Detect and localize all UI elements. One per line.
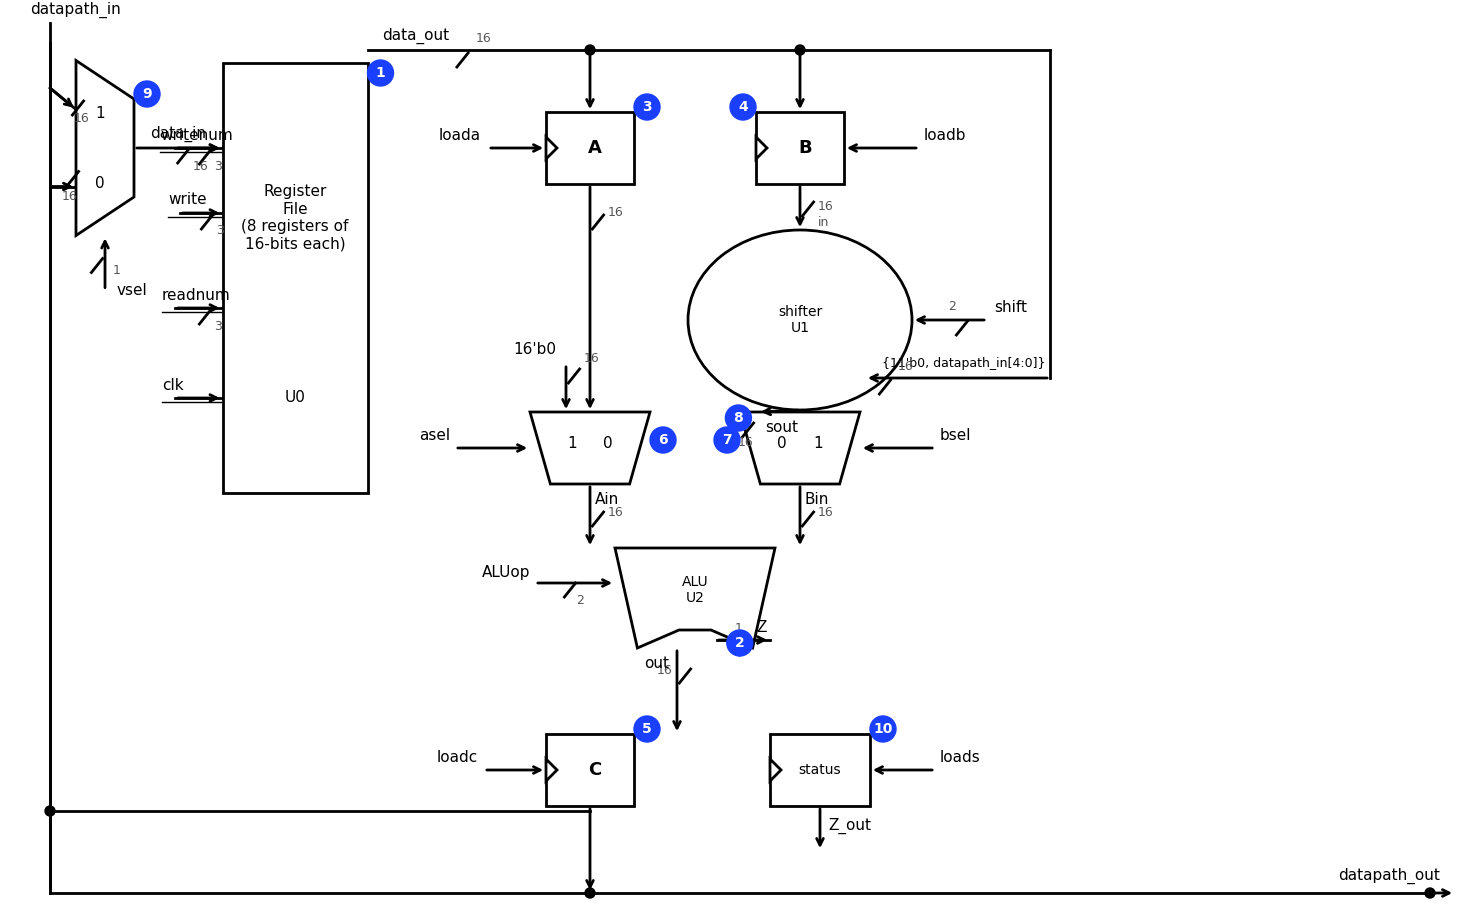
Text: loadb: loadb (924, 129, 967, 143)
Text: clk: clk (162, 377, 184, 393)
Text: 3: 3 (216, 225, 223, 238)
Circle shape (368, 60, 394, 86)
Polygon shape (615, 548, 775, 648)
Text: status: status (799, 763, 841, 777)
Text: bsel: bsel (940, 429, 971, 443)
Polygon shape (76, 61, 134, 236)
Text: writenum: writenum (161, 128, 232, 142)
Text: 9: 9 (142, 87, 152, 101)
Ellipse shape (688, 230, 912, 410)
Text: 1: 1 (734, 621, 743, 634)
Polygon shape (530, 412, 650, 484)
Text: 0: 0 (777, 435, 787, 451)
Circle shape (134, 81, 161, 107)
Text: data_out: data_out (383, 28, 450, 44)
Circle shape (585, 45, 596, 55)
Text: sout: sout (765, 420, 799, 435)
Circle shape (585, 888, 596, 898)
Text: C: C (588, 761, 602, 779)
Circle shape (714, 427, 740, 453)
Text: 16: 16 (607, 506, 623, 519)
Bar (756, 112, 844, 184)
Circle shape (650, 427, 676, 453)
Text: 16: 16 (193, 160, 209, 173)
Polygon shape (756, 137, 766, 159)
Circle shape (1425, 888, 1435, 898)
Text: 16: 16 (74, 111, 91, 125)
Text: 16: 16 (818, 199, 834, 212)
Text: 1: 1 (95, 106, 105, 120)
Circle shape (634, 94, 660, 120)
Text: 3: 3 (215, 319, 222, 332)
Circle shape (634, 716, 660, 742)
Text: loads: loads (940, 751, 981, 766)
Text: in: in (818, 216, 829, 229)
Text: datapath_in: datapath_in (31, 2, 121, 18)
Text: shift: shift (994, 300, 1026, 316)
Text: Bin: Bin (804, 491, 829, 507)
Text: Ain: Ain (596, 491, 619, 507)
Text: B: B (799, 139, 812, 157)
Text: 8: 8 (733, 411, 743, 425)
Text: 2: 2 (734, 636, 745, 650)
Text: 16: 16 (476, 31, 491, 44)
Circle shape (726, 405, 752, 431)
Text: 0: 0 (603, 435, 613, 451)
Text: 16: 16 (818, 506, 834, 519)
Text: 2: 2 (577, 595, 584, 608)
Text: 3: 3 (642, 100, 651, 114)
Text: 16: 16 (737, 435, 753, 449)
Circle shape (796, 45, 804, 55)
Text: readnum: readnum (162, 287, 231, 303)
Text: 10: 10 (873, 722, 892, 736)
Text: {11'b0, datapath_in[4:0]}: {11'b0, datapath_in[4:0]} (882, 357, 1045, 371)
Text: 1: 1 (813, 435, 823, 451)
Text: 2: 2 (948, 299, 956, 312)
Bar (546, 112, 634, 184)
Circle shape (730, 94, 756, 120)
Circle shape (870, 716, 896, 742)
Circle shape (727, 630, 753, 656)
Text: A: A (588, 139, 602, 157)
Text: 16: 16 (898, 360, 914, 373)
Text: Z: Z (756, 621, 766, 635)
Text: ALU
U2: ALU U2 (682, 575, 708, 605)
Text: loada: loada (439, 129, 480, 143)
Text: 1: 1 (566, 435, 577, 451)
Text: Register
File
(8 registers of
16-bits each): Register File (8 registers of 16-bits ea… (241, 185, 349, 252)
Text: 5: 5 (642, 722, 651, 736)
Text: Z_out: Z_out (828, 818, 872, 834)
Bar (769, 734, 870, 806)
Text: 16: 16 (63, 190, 77, 203)
Text: write: write (168, 193, 207, 207)
Polygon shape (740, 412, 860, 484)
Text: out: out (644, 655, 669, 670)
Polygon shape (546, 137, 558, 159)
Text: 1: 1 (375, 66, 385, 80)
Circle shape (45, 806, 55, 816)
Text: 7: 7 (723, 433, 731, 447)
Bar (222, 63, 368, 493)
Polygon shape (769, 759, 781, 781)
Polygon shape (546, 759, 558, 781)
Text: 4: 4 (739, 100, 748, 114)
Text: vsel: vsel (117, 283, 147, 298)
Text: 16: 16 (607, 206, 623, 218)
Bar (546, 734, 634, 806)
Text: 0: 0 (95, 175, 105, 191)
Text: U0: U0 (285, 390, 305, 406)
Text: 6: 6 (658, 433, 667, 447)
Text: loadc: loadc (437, 751, 477, 766)
Text: 1: 1 (112, 264, 121, 277)
Text: 3: 3 (215, 160, 222, 173)
Text: data_in: data_in (150, 126, 206, 142)
Text: shifter
U1: shifter U1 (778, 305, 822, 335)
Text: 16'b0: 16'b0 (512, 342, 556, 357)
Text: asel: asel (419, 429, 450, 443)
Text: 16: 16 (656, 664, 672, 677)
Text: datapath_out: datapath_out (1339, 868, 1440, 884)
Text: ALUop: ALUop (482, 565, 530, 580)
Text: 16: 16 (584, 353, 600, 365)
